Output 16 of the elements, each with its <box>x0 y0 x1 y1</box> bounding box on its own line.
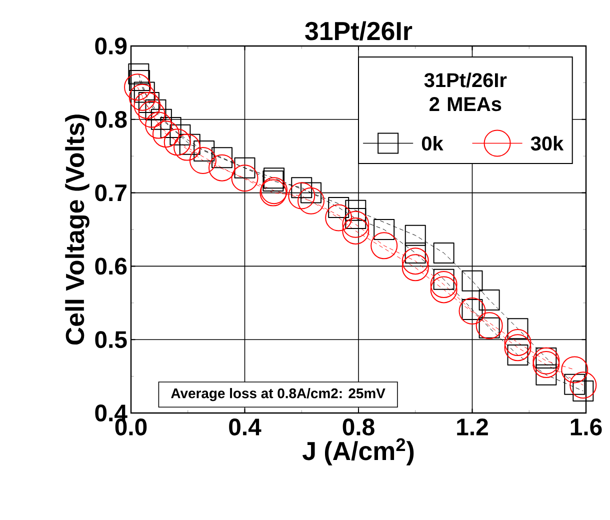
x-tick-label: 0.8 <box>342 418 374 436</box>
y-tick-label: 0.5 <box>95 331 127 348</box>
x-tick-label: 1.6 <box>570 418 602 436</box>
y-axis-title: Cell Voltage (Volts) <box>65 114 90 345</box>
y-tick-label: 0.8 <box>95 110 127 128</box>
legend-label: 0k <box>422 136 444 151</box>
y-tick-label: 0.6 <box>95 258 127 275</box>
chart-title: 31Pt/26Ir <box>305 21 412 40</box>
annotation: Average loss at 0.8A/cm2: 25mV <box>171 388 386 402</box>
legend-label: 30k <box>530 136 564 151</box>
x-axis-title: J (A/cm$^{2}$) <box>302 438 414 466</box>
legend-title: 31Pt/26Ir 2 MEAs <box>424 72 507 112</box>
y-tick-label: 0.7 <box>95 184 126 202</box>
x-tick-label: 1.2 <box>457 418 488 436</box>
y-tick-label: 0.9 <box>95 38 127 54</box>
x-tick-label: 0.4 <box>229 418 262 436</box>
